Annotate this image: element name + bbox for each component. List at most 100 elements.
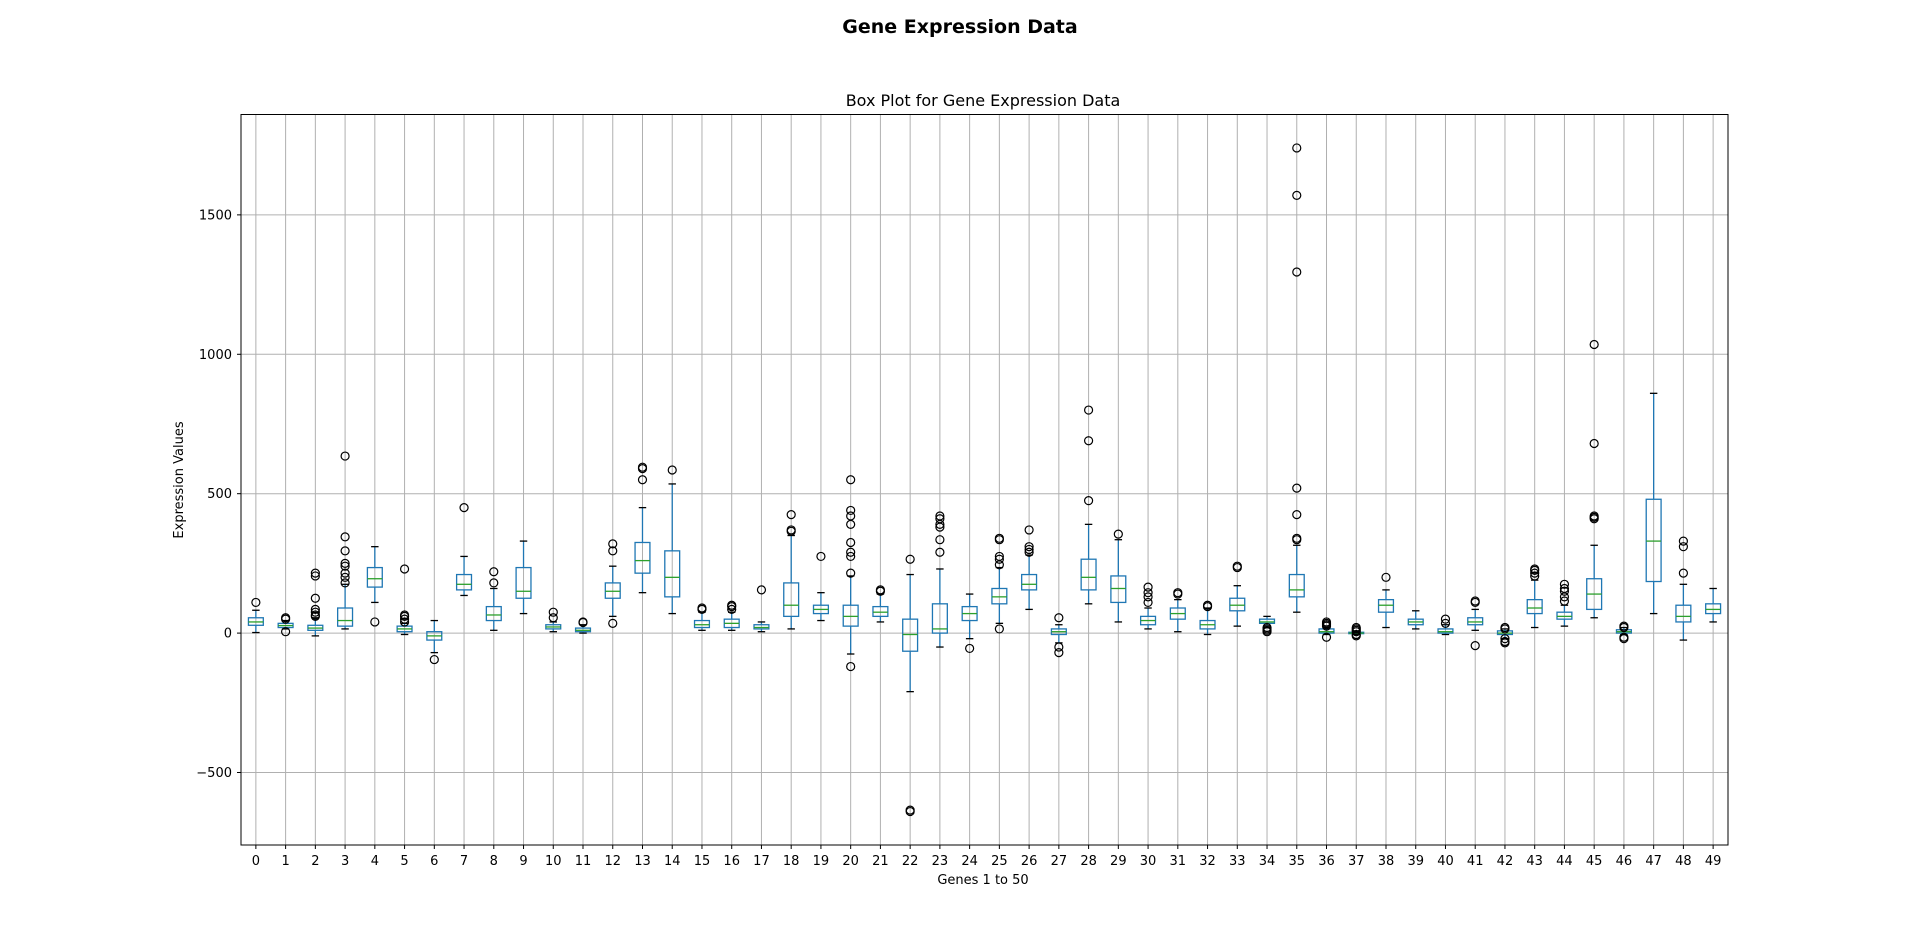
outlier-point: [1292, 483, 1302, 493]
outlier-point: [1083, 496, 1094, 506]
box-31: [1169, 588, 1186, 633]
outlier-point: [340, 568, 350, 578]
outlier-point: [310, 610, 320, 620]
x-tick-label: 25: [991, 854, 1008, 869]
outlier-point: [399, 564, 410, 574]
x-tick-label: 6: [430, 854, 438, 869]
x-tick-label: 28: [1080, 854, 1097, 869]
outlier-point: [1440, 614, 1451, 624]
outlier-point: [1143, 588, 1153, 598]
outlier-point: [340, 558, 350, 568]
box-23: [931, 511, 948, 648]
outlier-point: [340, 451, 350, 461]
iqr-box: [337, 607, 354, 627]
x-tick-label: 35: [1288, 854, 1305, 869]
outlier-point: [1619, 621, 1629, 631]
outlier-point: [935, 535, 945, 545]
outlier-point: [429, 654, 439, 665]
y-tick-label: 0: [224, 627, 232, 642]
outlier-point: [608, 539, 618, 549]
iqr-box: [1467, 617, 1484, 626]
box-22: [902, 554, 919, 817]
x-tick-label: 21: [872, 854, 889, 869]
y-axis: −500 0 500 1000 1500: [196, 208, 241, 781]
iqr-box: [1377, 598, 1395, 613]
x-tick-label: 39: [1407, 854, 1424, 869]
outlier-point: [846, 475, 856, 485]
y-tick-label: −500: [196, 766, 232, 781]
x-axis-label: Genes 1 to 50: [937, 873, 1028, 888]
iqr-box: [515, 566, 532, 599]
box-27: [1050, 613, 1067, 658]
x-tick-label: 49: [1705, 854, 1722, 869]
iqr-box: [1645, 498, 1662, 583]
y-tick-label: 1500: [199, 208, 232, 223]
iqr-box: [1288, 573, 1305, 598]
x-tick-label: 13: [634, 854, 651, 869]
x-tick-label: 26: [1021, 854, 1038, 869]
outlier-point: [875, 585, 886, 595]
outlier-point: [1678, 568, 1688, 578]
outlier-point: [1589, 339, 1599, 350]
iqr-box: [1675, 604, 1692, 623]
x-tick-label: 14: [664, 854, 681, 869]
box-29: [1110, 529, 1127, 623]
box-6: [426, 619, 443, 665]
outlier-point: [994, 554, 1004, 564]
x-tick-label: 9: [519, 854, 527, 869]
box-1: [277, 613, 294, 637]
x-tick-label: 45: [1586, 854, 1603, 869]
outlier-point: [1054, 648, 1064, 658]
outlier-point: [697, 603, 707, 613]
x-tick-label: 48: [1675, 854, 1692, 869]
x-tick-label: 12: [604, 854, 621, 869]
outlier-point: [1083, 436, 1094, 446]
box-47: [1645, 392, 1662, 615]
outlier-point: [1321, 632, 1332, 642]
outlier-point: [1678, 536, 1688, 546]
box-7: [455, 503, 473, 597]
outlier-point: [340, 572, 350, 582]
box-42: [1496, 622, 1514, 648]
box-11: [574, 617, 592, 634]
outlier-point: [310, 607, 320, 617]
x-tick-label: 38: [1378, 854, 1395, 869]
outlier-point: [846, 547, 856, 557]
box-46: [1615, 621, 1632, 644]
outlier-point: [1321, 617, 1332, 627]
outlier-point: [994, 551, 1004, 562]
outlier-point: [1292, 510, 1302, 520]
outlier-point: [578, 617, 588, 627]
outlier-point: [1024, 525, 1034, 535]
iqr-box: [1437, 628, 1454, 634]
figure-suptitle: Gene Expression Data: [842, 16, 1077, 38]
box-25: [991, 533, 1008, 634]
outlier-point: [1024, 542, 1034, 552]
iqr-box: [693, 619, 711, 629]
x-tick-label: 1: [281, 854, 289, 869]
box-8: [485, 567, 502, 631]
outlier-point: [399, 614, 410, 624]
x-tick-label: 47: [1645, 854, 1662, 869]
outlier-point: [637, 475, 648, 485]
outlier-point: [1589, 438, 1599, 449]
box-36: [1318, 617, 1335, 642]
outlier-point: [1500, 634, 1510, 644]
outlier-point: [1619, 632, 1629, 642]
outlier-point: [786, 525, 796, 535]
outlier-point: [846, 511, 856, 521]
x-tick-label: 3: [341, 854, 349, 869]
outlier-point: [1292, 267, 1302, 277]
x-tick-label: 22: [902, 854, 919, 869]
box-45: [1586, 339, 1603, 619]
x-tick-label: 32: [1199, 854, 1216, 869]
outlier-point: [1083, 405, 1094, 415]
box-9: [515, 540, 532, 615]
box-44: [1556, 579, 1573, 627]
x-tick-label: 8: [490, 854, 498, 869]
outlier-point: [935, 514, 945, 524]
box-40: [1437, 614, 1454, 636]
x-tick-label: 5: [400, 854, 408, 869]
outlier-point: [935, 547, 945, 557]
outlier-point: [1559, 583, 1570, 594]
